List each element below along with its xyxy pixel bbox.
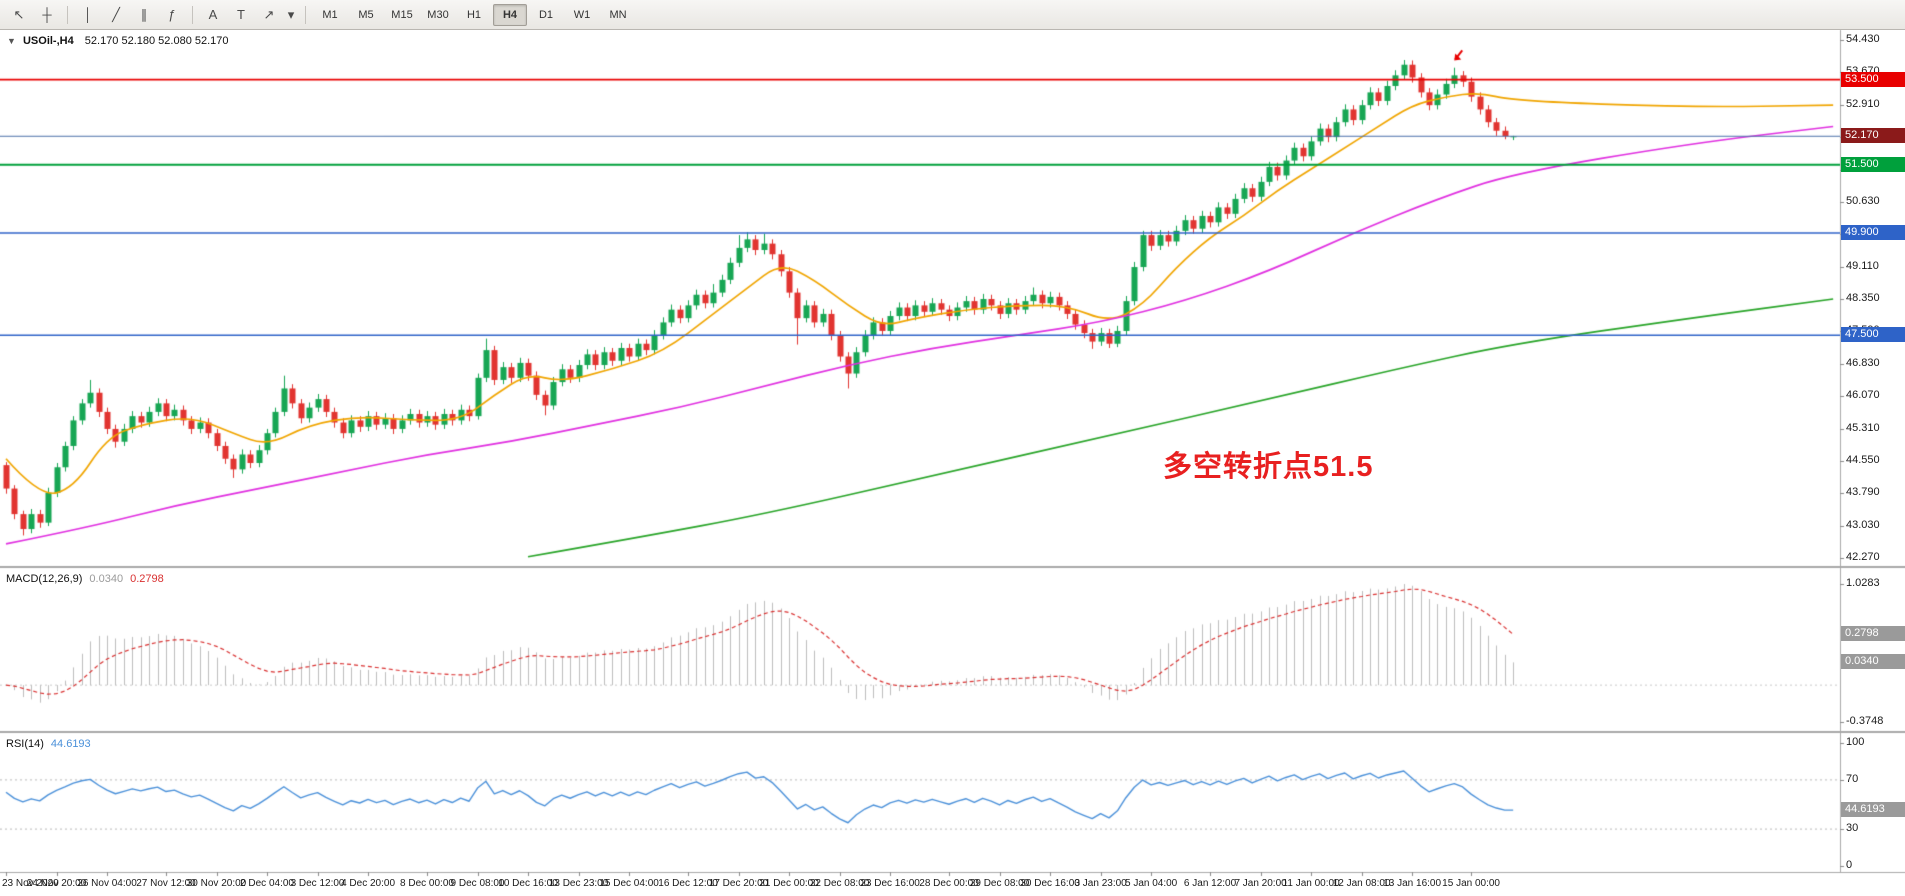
arrows-dropdown[interactable]: ▾ <box>287 6 295 22</box>
label-icon[interactable]: T <box>237 7 245 22</box>
chart-header: ▼ USOil-,H4 52.170 52.180 52.080 52.170 <box>7 35 229 47</box>
time-axis-label: 17 Dec 20:00 <box>708 878 769 889</box>
time-axis-label: 26 Nov 04:00 <box>77 878 137 889</box>
time-axis-label: 30 Dec 16:00 <box>1020 878 1080 889</box>
price-axis-label: 52.910 <box>1846 97 1880 110</box>
price-line-tag: 49.900 <box>1841 224 1905 240</box>
macd-main-tag: 0.0340 <box>1841 654 1905 670</box>
crosshair-icon[interactable]: ┼ <box>42 7 52 22</box>
time-axis-label: 15 Jan 00:00 <box>1442 878 1500 889</box>
time-axis-label: 3 Jan 23:00 <box>1074 878 1127 889</box>
rsi-axis-label: 30 <box>1846 822 1859 835</box>
rsi-value: 44.6193 <box>50 738 91 750</box>
price-line-tag: 52.170 <box>1841 128 1905 144</box>
arrows-icon[interactable]: ↗ <box>263 6 275 22</box>
timeframe-M15[interactable]: M15 <box>391 8 413 21</box>
time-axis-label: 6 Jan 12:00 <box>1183 878 1237 889</box>
toolbar-separator <box>305 5 306 24</box>
price-axis-label: 42.270 <box>1846 551 1880 563</box>
price-line-tag: 51.500 <box>1841 156 1905 172</box>
macd-axis-label: 1.0283 <box>1846 577 1880 589</box>
time-axis-label: 21 Dec 00:00 <box>759 878 819 889</box>
macd-signal-value: 0.2798 <box>130 573 164 585</box>
toolbar: ↖ ┼ │ ╱ ∥ ƒ A T ↗ ▾ M1 M5 M15 M30 H1 H4 D1 W1 MN <box>0 0 1905 30</box>
price-axis-label: 49.110 <box>1846 259 1879 272</box>
price-axis-label: 44.550 <box>1846 453 1880 466</box>
vertical-line-icon[interactable]: │ <box>83 7 93 22</box>
rsi-axis-label: 100 <box>1846 736 1865 748</box>
fibonacci-icon[interactable]: ƒ <box>168 7 176 22</box>
cursor-icon[interactable]: ↖ <box>13 6 25 22</box>
macd-indicator-label: MACD(12,26,9) 0.0340 0.2798 <box>6 573 164 585</box>
timeframe-D1[interactable]: D1 <box>538 8 554 21</box>
timeframe-M1[interactable]: M1 <box>322 8 338 21</box>
time-axis-label: 4 Dec 20:00 <box>341 878 396 889</box>
time-axis-label: 23 Dec 16:00 <box>860 878 920 889</box>
rsi-name: RSI(14) <box>6 738 44 750</box>
timeframe-W1[interactable]: W1 <box>573 8 591 21</box>
price-axis-label: 46.830 <box>1846 356 1880 369</box>
timeframe-M5[interactable]: M5 <box>358 8 374 21</box>
chart-annotation-text: 多空转折点51.5 <box>1163 451 1374 483</box>
macd-signal-tag: 0.2798 <box>1841 626 1905 642</box>
price-line-tag: 53.500 <box>1841 71 1905 87</box>
price-line-tag: 47.500 <box>1841 327 1905 343</box>
time-axis-label: 12 Jan 08:00 <box>1332 878 1391 889</box>
timeframe-MN[interactable]: MN <box>609 8 627 21</box>
time-axis-label: 16 Dec 12:00 <box>658 878 718 889</box>
time-axis-label: 8 Dec 00:00 <box>400 878 454 889</box>
macd-name: MACD(12,26,9) <box>6 573 83 585</box>
price-axis-label: 50.630 <box>1846 194 1880 207</box>
price-axis-label: 45.310 <box>1846 421 1880 434</box>
toolbar-separator <box>67 5 68 24</box>
channel-icon[interactable]: ∥ <box>140 6 148 22</box>
trendline-icon[interactable]: ╱ <box>112 6 120 22</box>
rsi-indicator-label: RSI(14) 44.6193 <box>6 738 91 750</box>
time-axis-label: 23 Nov 2020 <box>2 878 59 889</box>
macd-main-value: 0.0340 <box>89 573 124 585</box>
price-axis-label: 54.430 <box>1846 33 1880 45</box>
collapse-icon[interactable]: ▼ <box>7 36 16 46</box>
price-axis-label: 46.070 <box>1846 389 1880 402</box>
time-axis-label: 2 Dec 04:00 <box>240 878 294 889</box>
ohlc-values: 52.170 52.180 52.080 52.170 <box>84 35 229 47</box>
timeframe-H1[interactable]: H1 <box>466 8 482 21</box>
rsi-axis-label: 70 <box>1846 772 1859 785</box>
macd-axis-label: -0.3748 <box>1846 715 1884 727</box>
time-axis-label: 22 Dec 08:00 <box>809 878 870 889</box>
time-axis-label: 29 Dec 08:00 <box>969 878 1030 889</box>
time-axis-label: 28 Dec 00:00 <box>919 878 979 889</box>
rsi-value-tag: 44.6193 <box>1841 802 1905 818</box>
time-axis-label: 30 Nov 20:00 <box>186 878 247 889</box>
rsi-axis-label: 0 <box>1846 859 1853 871</box>
time-axis-label: 24 Nov 20:00 <box>26 878 87 889</box>
time-axis-label: 10 Dec 16:00 <box>498 878 558 889</box>
time-axis-label: 15 Dec 04:00 <box>599 878 659 889</box>
price-axis-label: 43.030 <box>1846 518 1880 531</box>
time-axis-label: 27 Nov 12:00 <box>136 878 196 889</box>
time-axis-label: 13 Jan 16:00 <box>1383 878 1442 889</box>
time-axis-label: 5 Jan 04:00 <box>1124 878 1178 889</box>
toolbar-separator <box>192 5 193 24</box>
time-axis-label: 13 Dec 23:00 <box>548 878 609 889</box>
time-axis-label: 9 Dec 08:00 <box>450 878 505 889</box>
time-axis-label: 11 Jan 00:00 <box>1282 878 1340 889</box>
time-axis-label: 7 Jan 20:00 <box>1234 878 1287 889</box>
time-axis-label: 3 Dec 12:00 <box>290 878 345 889</box>
price-axis-label: 43.790 <box>1846 486 1880 499</box>
symbol-period-label: USOil-,H4 <box>22 35 74 47</box>
price-axis-label: 48.350 <box>1846 292 1880 304</box>
text-icon[interactable]: A <box>208 7 218 22</box>
timeframe-M30[interactable]: M30 <box>427 8 449 21</box>
timeframe-H4[interactable]: H4 <box>493 3 527 26</box>
